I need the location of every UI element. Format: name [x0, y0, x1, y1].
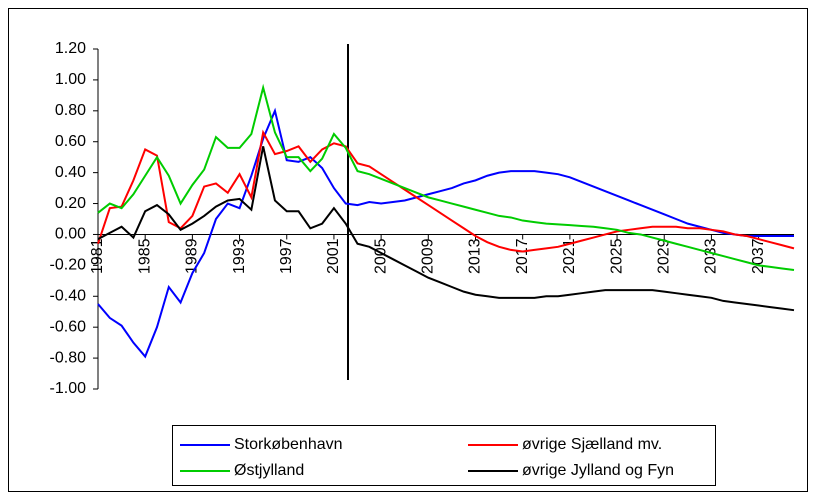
series-line [97, 107, 794, 359]
x-tick-label: 2009 [420, 238, 437, 274]
x-tick-label: 2033 [703, 238, 720, 274]
legend-label: Storkøbenhavn [234, 436, 343, 453]
series-line [97, 146, 795, 312]
y-tick-label: 0.20 [55, 195, 86, 212]
series-line [97, 83, 795, 271]
x-tick-label: 1997 [278, 238, 295, 274]
x-tick-label: 2029 [655, 238, 672, 274]
x-tick-label: 2037 [750, 238, 767, 274]
y-tick-label: -1.00 [50, 380, 87, 397]
x-tick-label: 1981 [89, 238, 106, 274]
y-tick-label: 0.00 [55, 226, 86, 243]
x-tick-label: 2001 [325, 238, 342, 274]
x-tick-label: 2021 [561, 238, 578, 274]
x-tick-label: 2005 [372, 238, 389, 274]
y-tick-label: -0.80 [50, 349, 87, 366]
legend-label: Østjylland [234, 462, 304, 479]
legend-label: øvrige Sjælland mv. [522, 436, 662, 453]
x-tick-label: 1989 [184, 238, 201, 274]
x-tick-label: 1985 [136, 238, 153, 274]
y-tick-label: 1.20 [55, 40, 86, 57]
legend-label: øvrige Jylland og Fyn [522, 462, 674, 479]
x-tick-label: 2013 [467, 238, 484, 274]
x-tick-label: 2017 [514, 238, 531, 274]
y-tick-label: 0.60 [55, 133, 86, 150]
x-tick-label: 2025 [608, 238, 625, 274]
y-tick-label: 0.80 [55, 102, 86, 119]
y-tick-label: -0.60 [50, 318, 87, 335]
legend [172, 425, 716, 486]
chart-frame [8, 8, 808, 492]
series-line [97, 129, 795, 253]
y-tick-label: 1.00 [55, 71, 86, 88]
y-tick-label: 0.40 [55, 164, 86, 181]
y-tick-label: -0.40 [50, 287, 87, 304]
y-tick-label: -0.20 [50, 257, 87, 274]
x-tick-label: 1993 [231, 238, 248, 274]
